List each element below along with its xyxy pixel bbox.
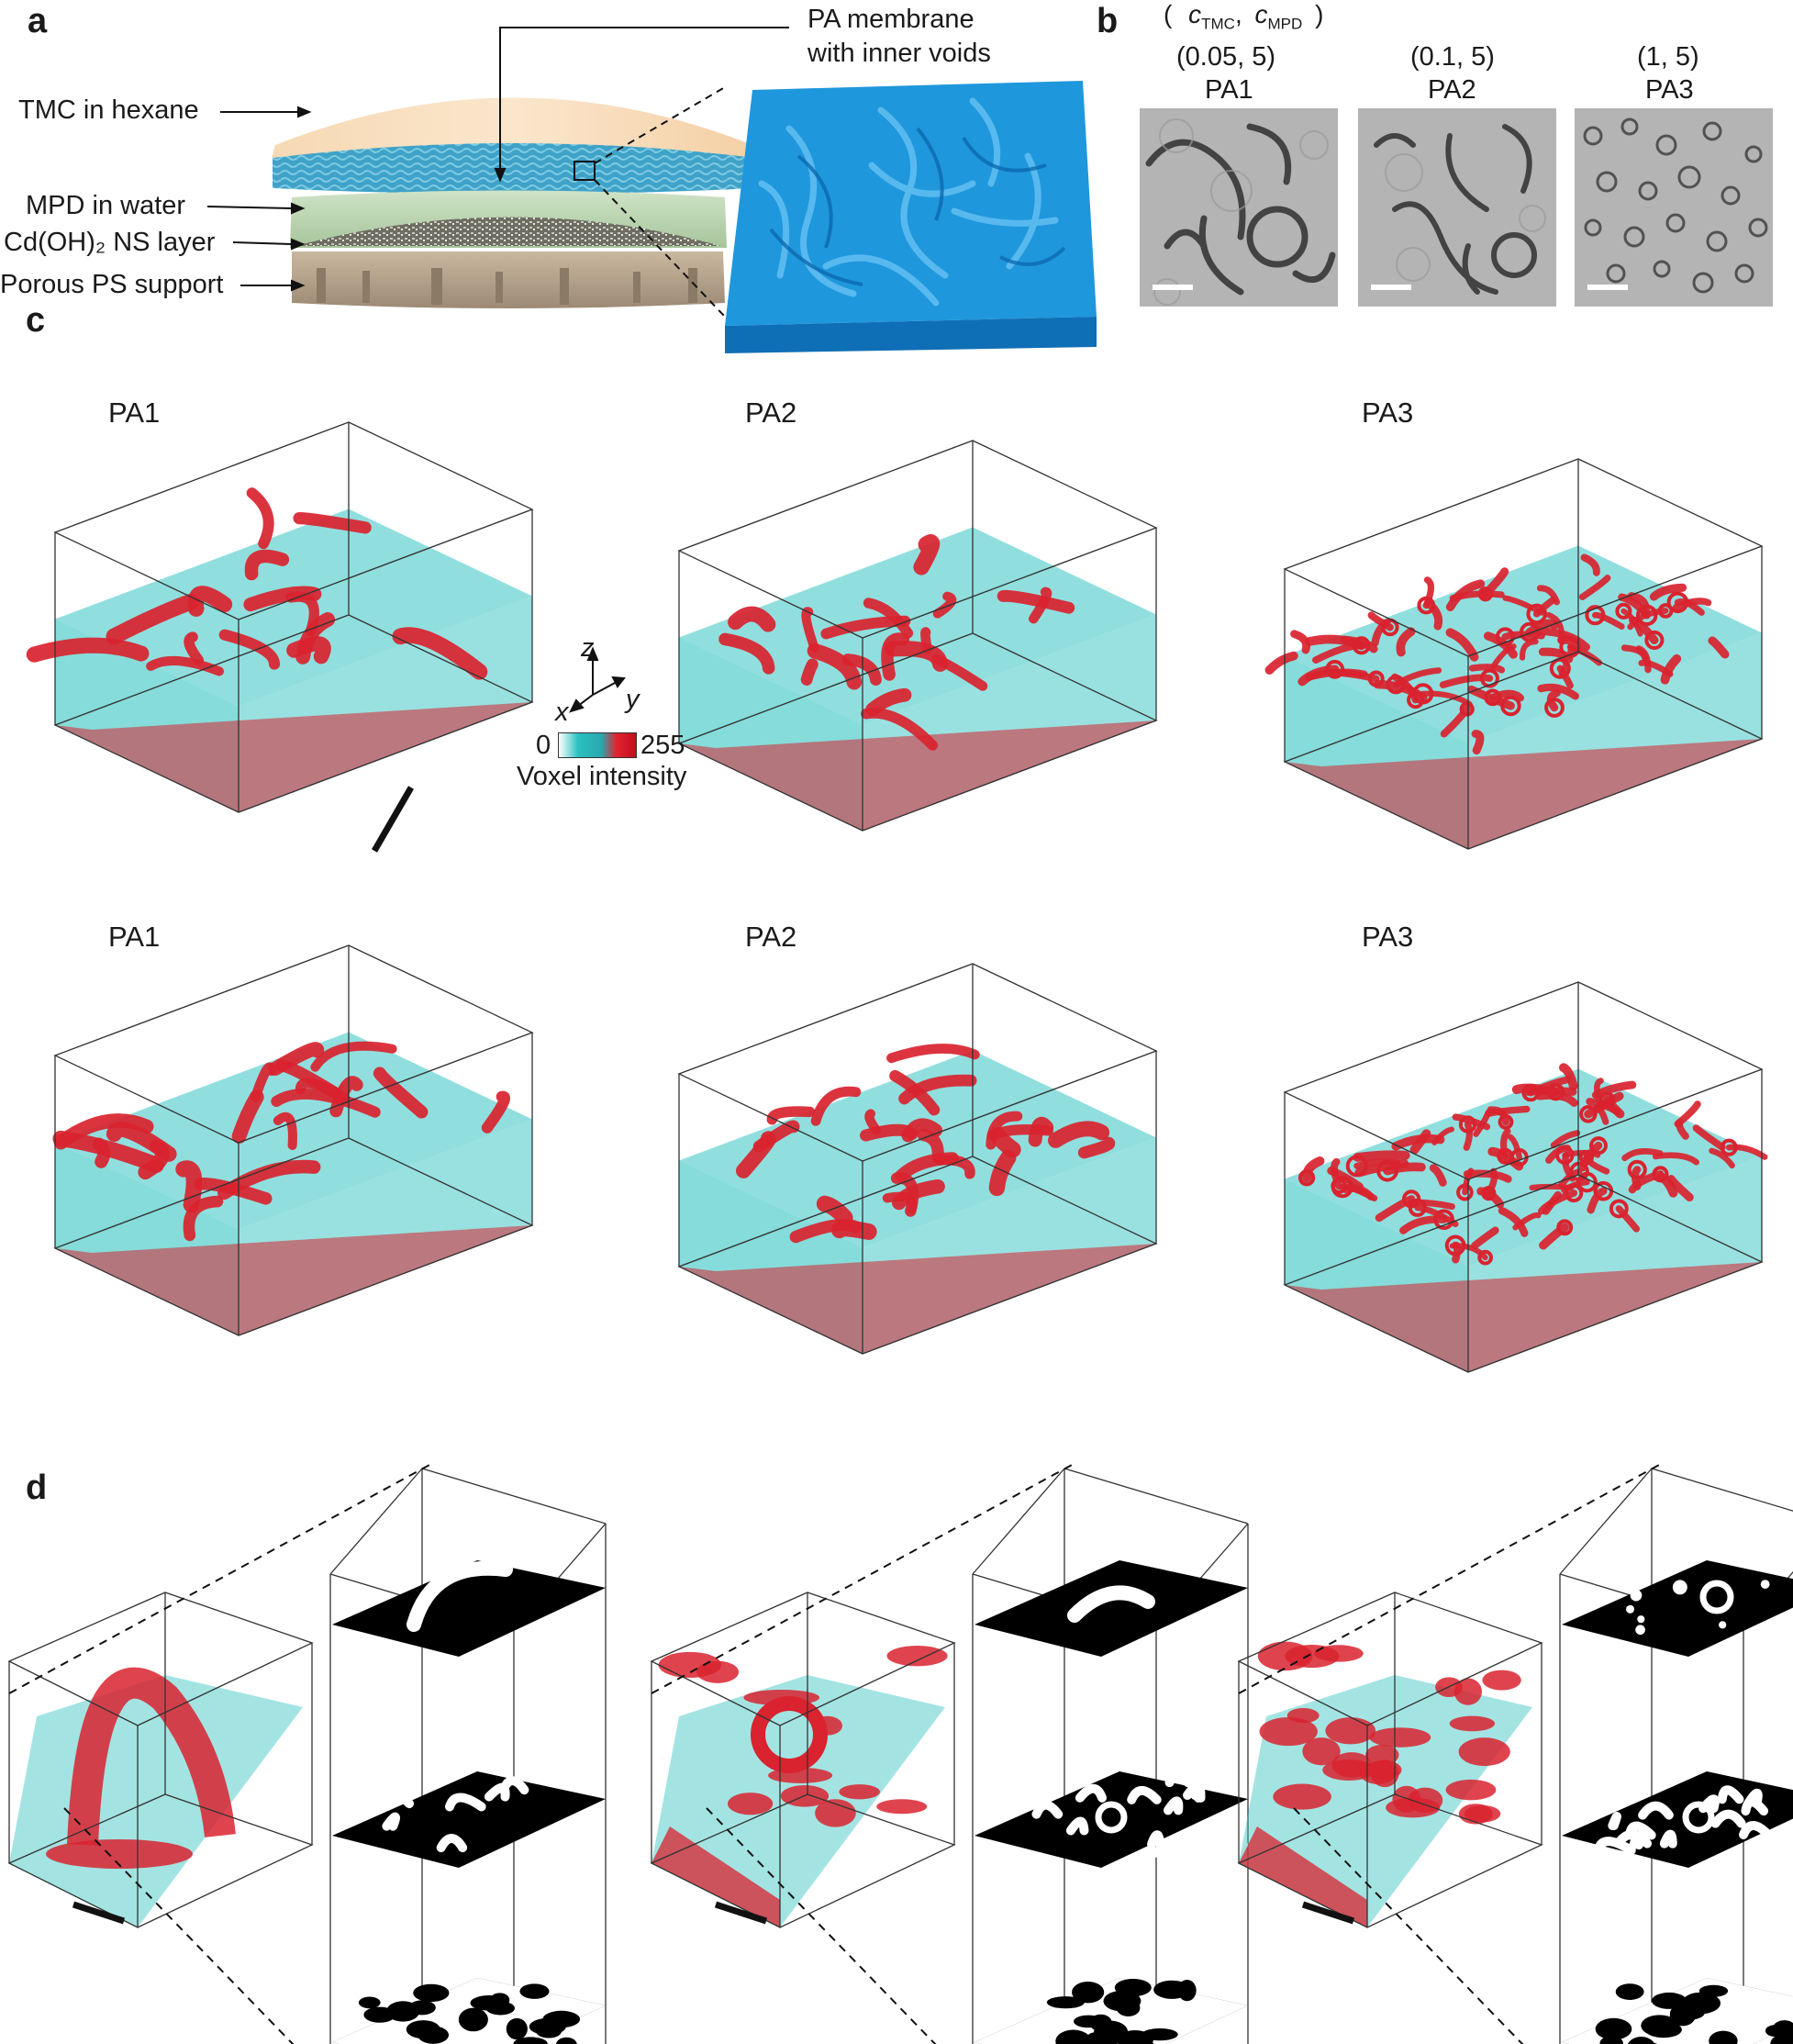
- ps-support-layer: [292, 251, 725, 308]
- layer-label-cdoh2: Cd(OH)₂ NS layer: [4, 228, 216, 257]
- c-tmc-symbol: c: [1188, 0, 1202, 28]
- panel-c-row1-label-pa2: PA2: [745, 397, 797, 429]
- header-close-paren: ): [1315, 0, 1324, 28]
- volume-pa3-bot: [1283, 981, 1768, 1373]
- colorbar-max: 255: [640, 731, 685, 760]
- slice-3-1: [1562, 1560, 1793, 1657]
- pa-membrane-layer: [273, 143, 755, 195]
- zoom-group-2: [650, 1463, 1249, 2044]
- concentration-header: ( cTMC, cMPD ): [1164, 0, 1323, 34]
- panel-letter-d: d: [26, 1469, 48, 1507]
- volume-pa2-bot: [677, 963, 1158, 1355]
- volume-pa1-top: [26, 421, 534, 813]
- panel-letter-c: c: [26, 301, 46, 340]
- tem-image-pa2: [1358, 108, 1556, 307]
- c-mpd-subscript: MPD: [1267, 15, 1303, 33]
- layer-label-ps: Porous PS support: [0, 270, 224, 299]
- tem-image-pa1: [1140, 108, 1338, 307]
- cdoh2-ns-layer: [295, 217, 720, 246]
- slice-2-2: [974, 1771, 1248, 1868]
- axis-label-x: x: [555, 698, 569, 727]
- sample-name-pa3: PA3: [1645, 75, 1694, 105]
- panel-c-row1-label-pa1: PA1: [108, 397, 161, 429]
- volume-pa3-top: [1264, 458, 1764, 850]
- tem-image-pa3: [1575, 108, 1773, 307]
- panel-letter-b: b: [1097, 2, 1119, 40]
- volume-pa1-bot: [52, 944, 534, 1336]
- sample-conc-pa3: (1, 5): [1637, 42, 1699, 72]
- membrane-label-line1: PA membrane: [807, 5, 974, 34]
- colorbar-label: Voxel intensity: [517, 762, 687, 791]
- pa-membrane-3d-render: [725, 81, 1097, 353]
- layer-label-tmc: TMC in hexane: [18, 95, 199, 125]
- panel-d-scale-bar-3: [1301, 1901, 1355, 1925]
- colorbar-min: 0: [536, 731, 551, 760]
- header-open-paren: (: [1164, 0, 1173, 28]
- zoom-group-1: [7, 1463, 607, 2044]
- sample-name-pa1: PA1: [1205, 75, 1253, 105]
- header-comma: ,: [1234, 0, 1242, 28]
- zoom-group-3: [1237, 1463, 1793, 2044]
- sample-name-pa2: PA2: [1428, 75, 1476, 105]
- layer-label-mpd: MPD in water: [26, 191, 186, 220]
- sample-conc-pa1: (0.05, 5): [1176, 42, 1275, 72]
- axis-label-y: y: [626, 685, 640, 714]
- axis-label-z: z: [581, 633, 595, 663]
- panel-c-row2-label-pa3: PA3: [1362, 921, 1414, 953]
- c-tmc-subscript: TMC: [1201, 15, 1235, 33]
- slice-2-1: [974, 1560, 1248, 1657]
- panel-letter-a: a: [28, 2, 48, 40]
- panel-d-scale-bar-2: [714, 1901, 768, 1925]
- colorbar: [558, 732, 637, 758]
- panel-c-row2-label-pa1: PA1: [108, 921, 161, 953]
- panel-c-row1-label-pa3: PA3: [1362, 397, 1414, 429]
- panel-c-scale-bar: [371, 786, 415, 853]
- volume-pa2-top: [677, 440, 1158, 832]
- slice-1-2: [332, 1771, 606, 1868]
- tmc-hexane-layer: [272, 97, 757, 158]
- c-mpd-symbol: c: [1254, 0, 1268, 28]
- panel-c-row2-label-pa2: PA2: [745, 921, 797, 953]
- axes-indicator: [569, 646, 626, 713]
- membrane-label-line2: with inner voids: [807, 39, 991, 68]
- slice-1-1: [332, 1560, 606, 1657]
- panel-d-scale-bar-1: [72, 1901, 126, 1925]
- sample-conc-pa2: (0.1, 5): [1410, 42, 1495, 72]
